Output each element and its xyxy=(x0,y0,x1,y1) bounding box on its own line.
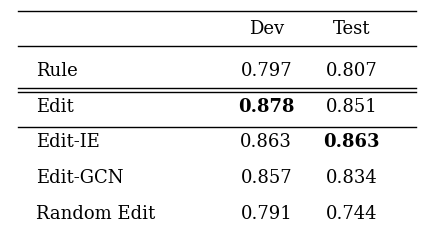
Text: Random Edit: Random Edit xyxy=(36,205,155,223)
Text: 0.797: 0.797 xyxy=(240,62,292,80)
Text: 0.863: 0.863 xyxy=(323,133,380,151)
Text: 0.744: 0.744 xyxy=(326,205,378,223)
Text: 0.851: 0.851 xyxy=(326,98,378,116)
Text: Test: Test xyxy=(333,20,371,38)
Text: Dev: Dev xyxy=(249,20,284,38)
Text: Edit-GCN: Edit-GCN xyxy=(36,169,123,187)
Text: 0.834: 0.834 xyxy=(326,169,378,187)
Text: 0.878: 0.878 xyxy=(238,98,295,116)
Text: Edit-IE: Edit-IE xyxy=(36,133,99,151)
Text: 0.807: 0.807 xyxy=(326,62,378,80)
Text: 0.863: 0.863 xyxy=(240,133,292,151)
Text: Rule: Rule xyxy=(36,62,77,80)
Text: 0.857: 0.857 xyxy=(240,169,292,187)
Text: Edit: Edit xyxy=(36,98,74,116)
Text: 0.791: 0.791 xyxy=(240,205,292,223)
